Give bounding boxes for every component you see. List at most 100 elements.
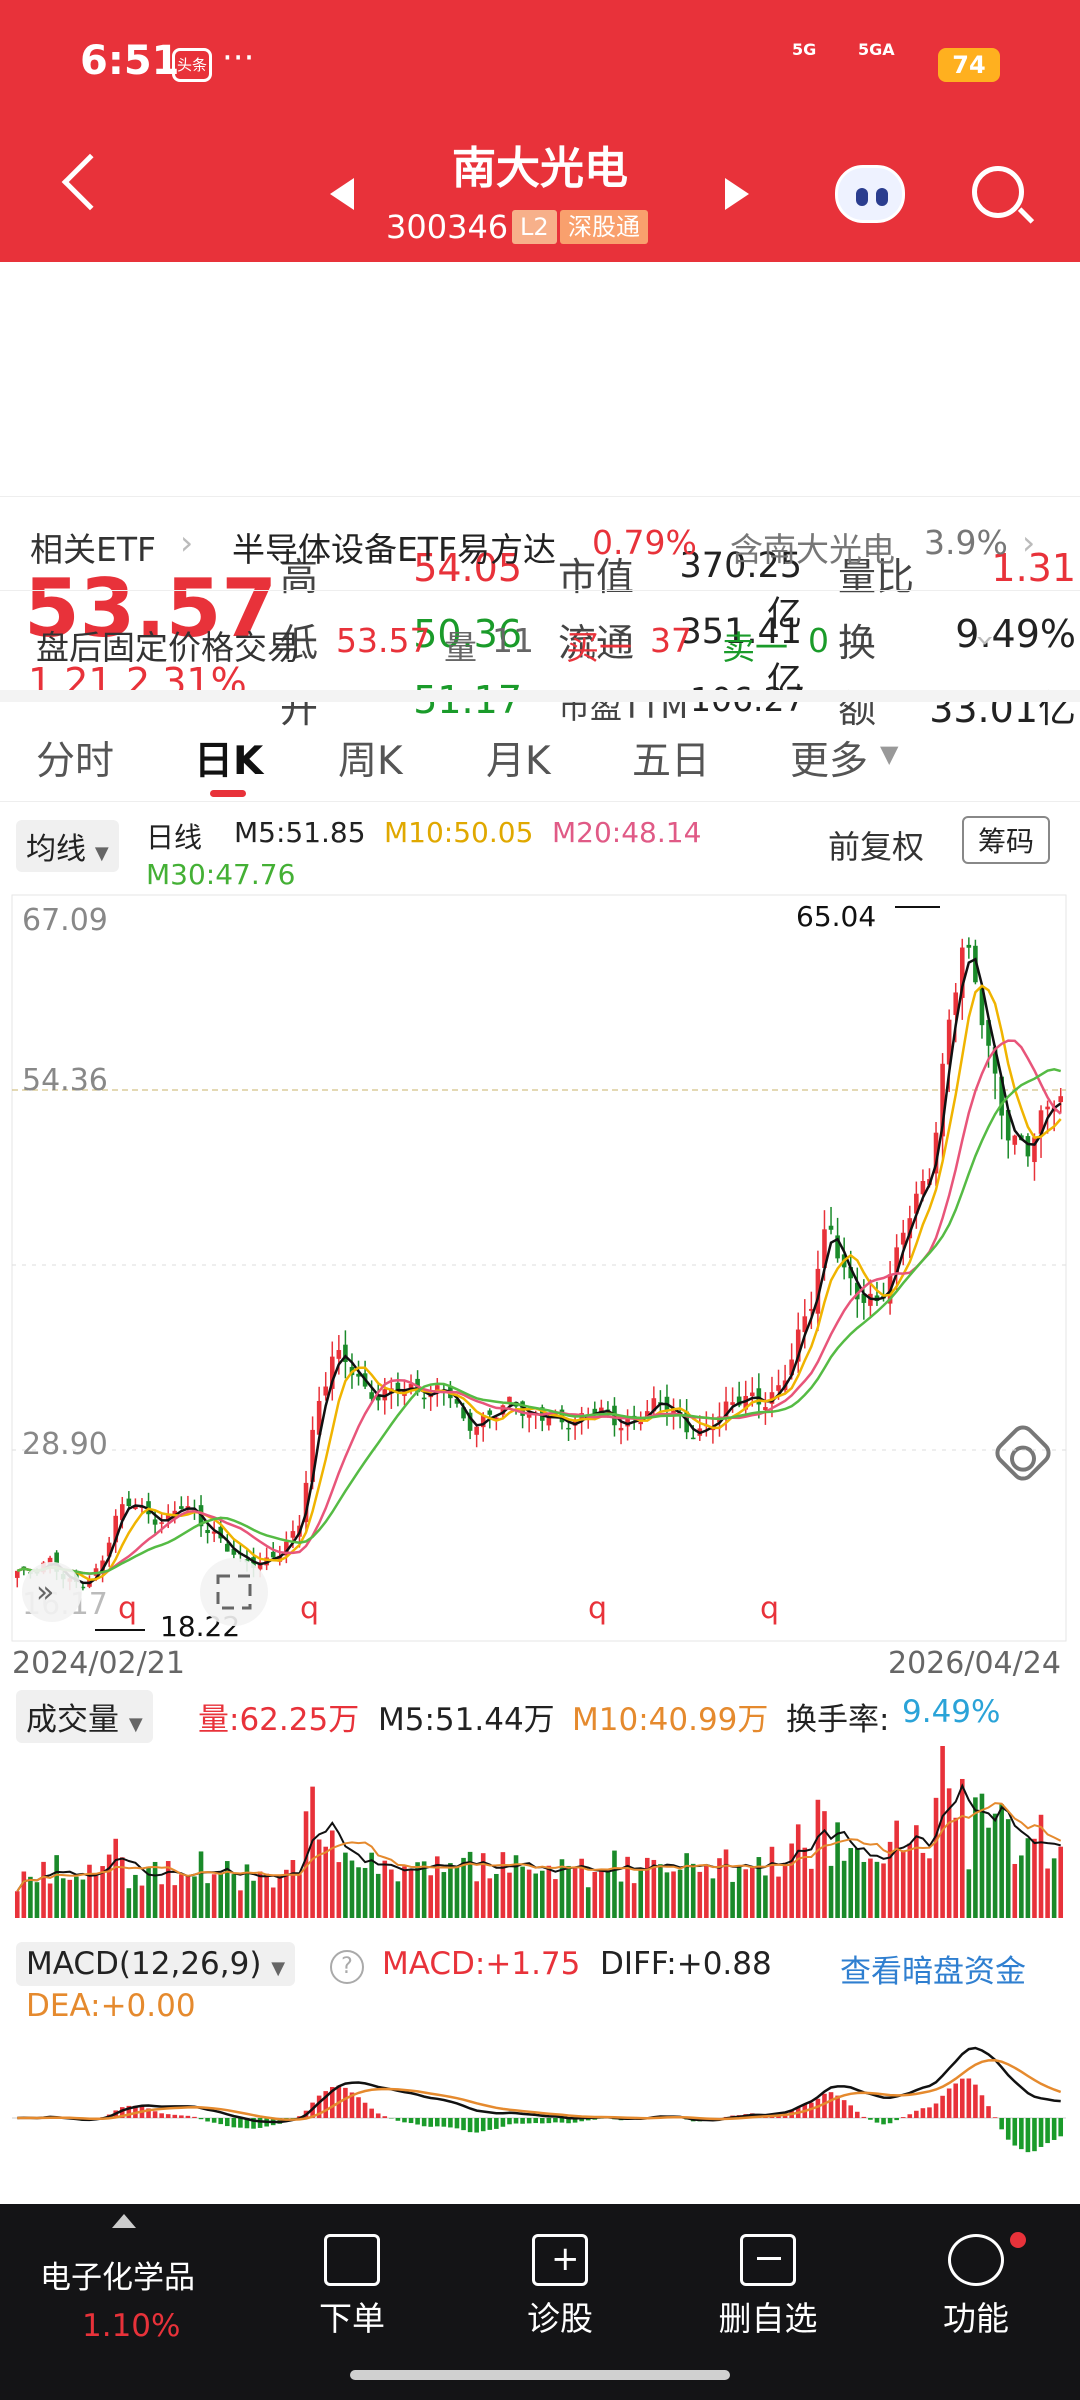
chart-frame — [11, 894, 1067, 1642]
volume-select[interactable]: 成交量 ▼ — [16, 1690, 153, 1743]
sector-name[interactable]: 电子化学品 — [40, 2260, 195, 2296]
volume-bar — [441, 1872, 447, 1918]
low-label: 低 — [280, 621, 319, 665]
dark-pool-link[interactable]: 查看暗盘资金 — [840, 1954, 1026, 1990]
ma20-label: M20:48.14 — [552, 816, 702, 849]
volume-bar — [553, 1879, 558, 1918]
volume-bar — [533, 1873, 539, 1918]
volume-bar — [907, 1843, 913, 1918]
macd-bar — [572, 2118, 578, 2123]
candle-body — [382, 1389, 388, 1401]
macd-bar — [494, 2118, 499, 2129]
macd-bar — [205, 2118, 210, 2122]
macd-bar — [579, 2118, 584, 2122]
candle-body — [986, 1020, 991, 1046]
volume-bar — [1012, 1863, 1018, 1918]
volume-bar — [382, 1860, 388, 1918]
low-value: 50.36 — [413, 612, 522, 656]
macd-bar — [559, 2118, 565, 2123]
volume-bar — [270, 1887, 276, 1918]
volume-bar — [408, 1869, 414, 1918]
volume-bar — [769, 1846, 775, 1918]
macd-bar — [152, 2111, 158, 2118]
candle-body — [500, 1405, 506, 1415]
volume-bar — [644, 1857, 650, 1918]
tab-monthly-k[interactable]: 月K — [486, 739, 551, 784]
volume-bar — [900, 1850, 906, 1918]
candle-body — [769, 1392, 775, 1404]
candle-body — [316, 1400, 322, 1435]
volume-bar — [395, 1881, 401, 1918]
macd-chart — [12, 2046, 1066, 2153]
volume-bar — [218, 1873, 224, 1918]
candlestick-chart[interactable]: 67.09 54.36 28.90 16.17 65.04 18.22 q q … — [0, 890, 1080, 1650]
volume-bar — [822, 1811, 827, 1918]
macd-bar — [297, 2116, 302, 2118]
volume-bar — [100, 1866, 105, 1918]
diagnose-button[interactable]: + 诊股 — [480, 2234, 640, 2340]
volume-bar — [749, 1866, 755, 1918]
candle-body — [848, 1266, 854, 1279]
volume-bar — [953, 1817, 959, 1918]
volume-bar — [139, 1885, 145, 1918]
volume-bar — [507, 1872, 512, 1918]
macd-bar — [1045, 2118, 1050, 2144]
volume-select-label: 成交量 — [26, 1702, 119, 1738]
prev-stock-icon[interactable] — [330, 178, 354, 210]
chevron-down-icon[interactable]: › — [967, 633, 1007, 648]
volume-bar — [356, 1867, 361, 1918]
tab-daily-k[interactable]: 日K — [194, 739, 264, 784]
candle-body — [920, 1181, 926, 1195]
high-value: 54.05 — [413, 546, 522, 590]
turnover-value: 9.49% — [955, 612, 1076, 656]
remove-watchlist-button[interactable]: 删自选 — [688, 2234, 848, 2340]
y-tick: 67.09 — [22, 903, 108, 938]
volume-bar — [763, 1875, 768, 1918]
tab-more[interactable]: 更多 — [790, 739, 869, 784]
macd-bar — [979, 2095, 985, 2118]
next-stock-icon[interactable] — [725, 178, 749, 210]
diagnose-icon: + — [532, 2234, 588, 2286]
help-icon[interactable]: ? — [330, 1950, 364, 1984]
volume-bar — [343, 1852, 348, 1918]
macd-bar — [415, 2118, 420, 2125]
volume-bar — [710, 1878, 716, 1918]
tab-weekly-k[interactable]: 周K — [338, 739, 403, 784]
volume-bar — [192, 1876, 197, 1918]
search-icon[interactable] — [972, 166, 1024, 218]
candle-body — [434, 1385, 440, 1392]
macd-bar — [192, 2116, 197, 2118]
candle-body — [815, 1268, 821, 1314]
tab-intraday[interactable]: 分时 — [36, 739, 115, 784]
candle-body — [651, 1398, 657, 1412]
candle-body — [106, 1542, 112, 1557]
volume-bar — [684, 1853, 689, 1918]
tab-five-day[interactable]: 五日 — [632, 739, 711, 784]
ma-select[interactable]: 均线 ▼ — [16, 820, 119, 872]
related-etf-row[interactable]: 相关ETF › 半导体设备ETF易方达 0.79% 含南大光电 3.9% › — [0, 496, 1080, 586]
chips-button[interactable]: 筹码 — [962, 816, 1051, 864]
volume-bar — [494, 1873, 499, 1918]
candle-body — [152, 1519, 158, 1525]
volume-bar — [559, 1859, 565, 1918]
date-end: 2026/04/24 — [888, 1646, 1061, 1681]
volume-bar — [231, 1874, 237, 1918]
macd-select[interactable]: MACD(12,26,9) ▼ — [16, 1942, 296, 1986]
after-hours-price: 53.57 — [336, 621, 431, 660]
function-button[interactable]: 功能 — [896, 2234, 1056, 2340]
after-hours-row[interactable]: 盘后固定价格交易 53.57 量 11 买一 37 卖一 0 › — [0, 590, 1080, 690]
expand-up-icon[interactable] — [112, 2214, 136, 2228]
macd-bar — [329, 2086, 335, 2118]
order-button[interactable]: 下单 — [272, 2234, 432, 2340]
minus-box-icon — [740, 2234, 796, 2286]
volume-bar — [310, 1786, 315, 1918]
fullscreen-frame — [216, 1574, 252, 1610]
macd-bar — [461, 2118, 466, 2131]
candle-body — [224, 1543, 230, 1552]
robot-assistant-icon[interactable] — [835, 165, 905, 223]
volume-bar — [113, 1838, 119, 1918]
adjust-label[interactable]: 前复权 — [828, 828, 925, 866]
macd-bar — [126, 2105, 132, 2118]
volume-bar — [133, 1874, 138, 1918]
candle-body — [828, 1225, 834, 1230]
